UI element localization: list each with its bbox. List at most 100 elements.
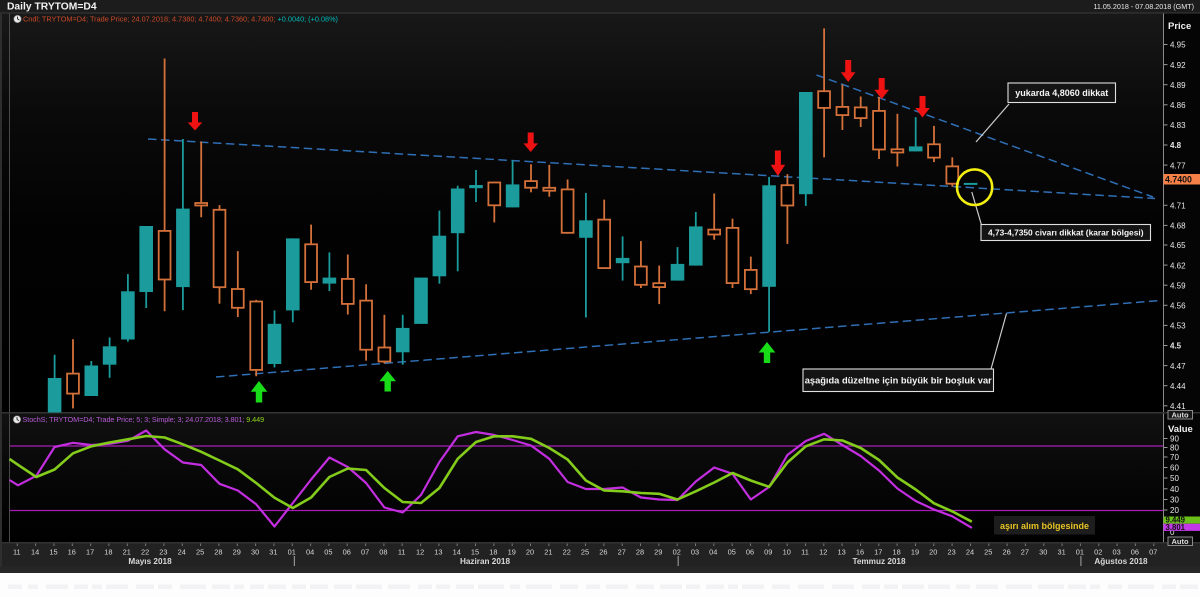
- svg-text:4.71: 4.71: [1170, 202, 1186, 211]
- svg-text:02: 02: [673, 548, 681, 557]
- svg-text:20: 20: [526, 548, 534, 557]
- svg-text:50: 50: [1170, 474, 1179, 483]
- svg-text:25: 25: [984, 548, 992, 557]
- svg-text:24: 24: [966, 548, 974, 557]
- svg-text:07: 07: [361, 548, 369, 557]
- svg-text:14: 14: [453, 548, 461, 557]
- svg-text:04: 04: [709, 548, 717, 557]
- svg-text:15: 15: [49, 548, 57, 557]
- svg-text:4.53: 4.53: [1170, 322, 1186, 331]
- svg-text:StochS; TRYTOM=D4; Trade Price: StochS; TRYTOM=D4; Trade Price; 5; 3; Si…: [23, 415, 265, 424]
- svg-text:Mayıs 2018: Mayıs 2018: [128, 557, 172, 566]
- svg-text:4.68: 4.68: [1170, 222, 1186, 231]
- svg-text:04: 04: [306, 548, 314, 557]
- svg-text:Auto: Auto: [1171, 411, 1188, 420]
- svg-text:21: 21: [544, 548, 552, 557]
- svg-text:11: 11: [398, 548, 406, 557]
- svg-text:4.41: 4.41: [1170, 402, 1186, 411]
- svg-text:0: 0: [1170, 528, 1175, 537]
- svg-text:11.05.2018 - 07.08.2018 (GMT): 11.05.2018 - 07.08.2018 (GMT): [1093, 2, 1194, 11]
- svg-text:70: 70: [1170, 453, 1179, 462]
- svg-text:4.56: 4.56: [1170, 302, 1186, 311]
- svg-text:09: 09: [764, 548, 772, 557]
- svg-text:26: 26: [599, 548, 607, 557]
- svg-text:31: 31: [1057, 548, 1065, 557]
- svg-text:aşırı alım bölgesinde: aşırı alım bölgesinde: [1000, 521, 1089, 531]
- svg-text:06: 06: [343, 548, 351, 557]
- svg-text:Haziran 2018: Haziran 2018: [460, 557, 511, 566]
- svg-text:3.801: 3.801: [1166, 523, 1186, 532]
- svg-text:16: 16: [68, 548, 76, 557]
- svg-text:26: 26: [1002, 548, 1010, 557]
- svg-text:25: 25: [196, 548, 204, 557]
- svg-text:13: 13: [837, 548, 845, 557]
- svg-text:4.7400: 4.7400: [1165, 175, 1192, 185]
- svg-text:4.77: 4.77: [1170, 161, 1186, 170]
- svg-text:31: 31: [269, 548, 277, 557]
- svg-text:4.5: 4.5: [1170, 342, 1182, 351]
- svg-text:06: 06: [1131, 548, 1139, 557]
- svg-text:08: 08: [379, 548, 387, 557]
- svg-text:13: 13: [434, 548, 442, 557]
- svg-text:4.47: 4.47: [1170, 362, 1186, 371]
- svg-text:21: 21: [123, 548, 131, 557]
- svg-text:05: 05: [728, 548, 736, 557]
- svg-text:19: 19: [911, 548, 919, 557]
- svg-text:11: 11: [13, 548, 21, 557]
- svg-text:06: 06: [746, 548, 754, 557]
- svg-text:29: 29: [233, 548, 241, 557]
- svg-text:29: 29: [654, 548, 662, 557]
- svg-text:18: 18: [104, 548, 112, 557]
- svg-text:4.8: 4.8: [1170, 141, 1182, 150]
- svg-text:23: 23: [159, 548, 167, 557]
- svg-text:12: 12: [416, 548, 424, 557]
- svg-text:01: 01: [288, 548, 296, 557]
- svg-text:4.65: 4.65: [1170, 241, 1186, 250]
- svg-text:Daily TRYTOM=D4: Daily TRYTOM=D4: [7, 2, 97, 13]
- svg-text:Ağustos 2018: Ağustos 2018: [1094, 557, 1148, 566]
- svg-text:60: 60: [1170, 464, 1179, 473]
- svg-text:28: 28: [214, 548, 222, 557]
- svg-text:Cndl; TRYTOM=D4; Trade Price;: Cndl; TRYTOM=D4; Trade Price; 24.07.2018…: [23, 15, 338, 24]
- svg-text:30: 30: [1039, 548, 1047, 557]
- svg-text:22: 22: [563, 548, 571, 557]
- svg-text:03: 03: [1112, 548, 1120, 557]
- svg-text:20: 20: [929, 548, 937, 557]
- svg-text:14: 14: [31, 548, 39, 557]
- svg-text:4.89: 4.89: [1170, 81, 1186, 90]
- svg-text:40: 40: [1170, 485, 1179, 494]
- svg-text:25: 25: [581, 548, 589, 557]
- svg-text:05: 05: [324, 548, 332, 557]
- svg-text:27: 27: [1021, 548, 1029, 557]
- svg-text:4,73-4,7350 civarı dikkat (kar: 4,73-4,7350 civarı dikkat (karar bölgesi…: [988, 227, 1144, 237]
- svg-text:03: 03: [691, 548, 699, 557]
- svg-text:10: 10: [783, 548, 791, 557]
- svg-text:30: 30: [1170, 496, 1179, 505]
- svg-text:Temmuz 2018: Temmuz 2018: [852, 557, 906, 566]
- svg-text:Value: Value: [1168, 424, 1193, 435]
- svg-text:Auto: Auto: [1171, 537, 1188, 546]
- svg-text:9.449: 9.449: [1166, 516, 1186, 525]
- svg-text:4.95: 4.95: [1170, 41, 1186, 50]
- svg-text:4.83: 4.83: [1170, 121, 1186, 130]
- svg-text:4.92: 4.92: [1170, 61, 1186, 70]
- svg-text:23: 23: [947, 548, 955, 557]
- svg-text:12: 12: [819, 548, 827, 557]
- svg-text:28: 28: [636, 548, 644, 557]
- svg-text:90: 90: [1170, 435, 1179, 444]
- svg-text:22: 22: [141, 548, 149, 557]
- svg-text:19: 19: [508, 548, 516, 557]
- svg-text:aşağıda düzeltne için büyük bi: aşağıda düzeltne için büyük bir boşluk v…: [805, 375, 992, 385]
- svg-text:15: 15: [471, 548, 479, 557]
- svg-text:80: 80: [1170, 444, 1179, 453]
- svg-text:16: 16: [856, 548, 864, 557]
- svg-text:Price: Price: [1168, 21, 1191, 32]
- svg-text:4.59: 4.59: [1170, 281, 1186, 290]
- svg-text:17: 17: [874, 548, 882, 557]
- svg-text:07: 07: [1149, 548, 1157, 557]
- svg-text:4.86: 4.86: [1170, 101, 1186, 110]
- svg-text:27: 27: [618, 548, 626, 557]
- svg-text:30: 30: [251, 548, 259, 557]
- svg-text:yukarda 4,8060 dikkat: yukarda 4,8060 dikkat: [1015, 88, 1108, 98]
- svg-text:17: 17: [86, 548, 94, 557]
